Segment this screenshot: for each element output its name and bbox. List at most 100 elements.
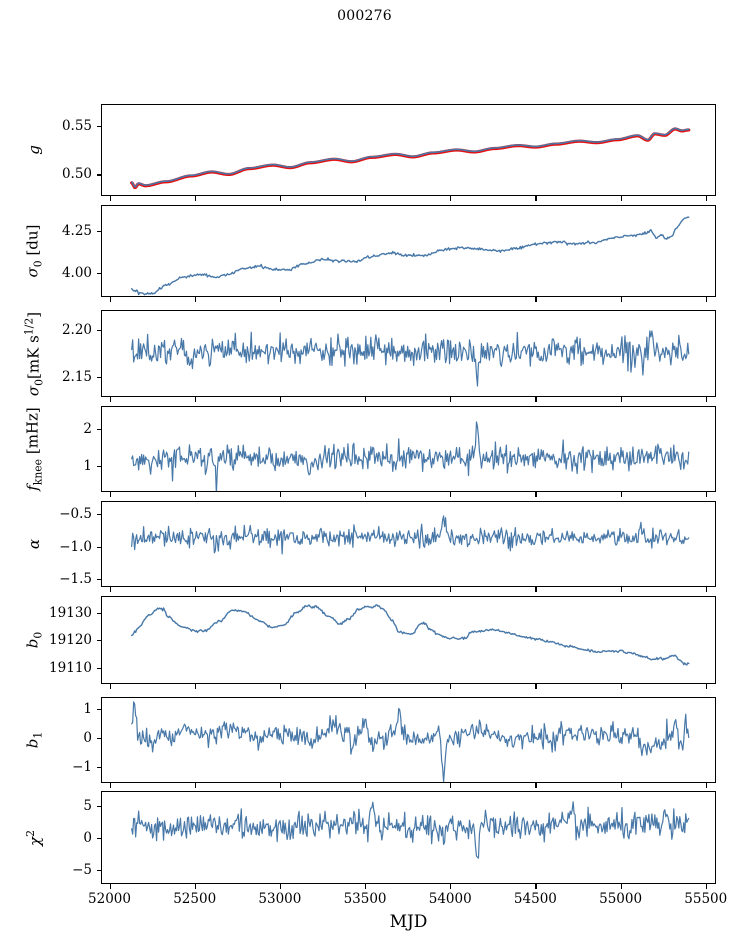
y-tick-mark [96, 579, 101, 581]
x-tick-mark [450, 684, 452, 689]
plot-area [130, 127, 691, 190]
x-tick-mark [620, 587, 622, 592]
y-tick-mark [96, 330, 101, 332]
x-tick-mark [194, 492, 196, 497]
x-tick-mark [620, 297, 622, 302]
series-chi-squared [131, 801, 690, 859]
panel-b1 [101, 697, 716, 783]
x-tick-mark [705, 684, 707, 689]
x-tick-label: 52000 [88, 891, 131, 907]
x-tick-mark [365, 587, 367, 592]
x-tick-mark [535, 297, 537, 302]
y-tick-label: 0.50 [61, 166, 92, 183]
y-tick-mark [96, 546, 101, 548]
y-axis-label-b0: b0 [23, 631, 45, 649]
x-tick-mark [365, 884, 367, 889]
y-tick-mark [96, 869, 101, 872]
x-tick-mark [279, 196, 281, 201]
y-tick-label: −1.0 [59, 538, 92, 555]
panel-alpha [101, 501, 716, 587]
y-tick-mark [96, 612, 101, 614]
panel-sigma0-du [101, 205, 716, 297]
plot-area [130, 604, 690, 666]
y-tick-label: 4.25 [61, 222, 92, 239]
x-tick-mark [279, 884, 281, 889]
panel-b0 [101, 596, 716, 684]
series-sigma0-mK [131, 330, 690, 387]
x-tick-mark [365, 397, 367, 402]
y-axis-label-alpha: α [25, 538, 43, 550]
x-tick-label: 55500 [684, 891, 728, 907]
y-tick-label: 19130 [49, 604, 92, 621]
x-tick-mark [535, 783, 537, 788]
x-tick-label: 55000 [599, 891, 643, 907]
series-b1 [131, 701, 690, 783]
y-tick-mark [96, 230, 101, 232]
x-tick-mark [279, 297, 281, 302]
x-tick-mark [450, 196, 452, 201]
x-tick-mark [620, 492, 622, 497]
plot-area [130, 216, 690, 296]
x-tick-mark [194, 196, 196, 201]
y-tick-label: −5 [72, 861, 92, 878]
x-tick-mark [194, 587, 196, 592]
x-tick-mark [365, 783, 367, 788]
x-tick-mark [365, 196, 367, 201]
y-tick-label: 19110 [49, 659, 92, 676]
y-tick-label: 0 [83, 730, 92, 747]
x-tick-mark [279, 492, 281, 497]
x-tick-mark [705, 884, 707, 889]
x-tick-mark [450, 492, 452, 497]
x-tick-mark [450, 297, 452, 302]
panel-chi-squared [101, 791, 716, 884]
x-tick-label: 53000 [258, 891, 302, 907]
x-tick-mark [535, 587, 537, 592]
x-tick-label: 54000 [428, 891, 472, 907]
y-axis-label-gain-fit: g [25, 145, 43, 155]
x-tick-mark [450, 884, 452, 889]
x-tick-mark [194, 783, 196, 788]
y-tick-label: 4.00 [61, 265, 92, 282]
x-tick-mark [705, 397, 707, 402]
series-f-knee [131, 421, 690, 492]
x-tick-mark [109, 297, 111, 302]
x-tick-mark [365, 492, 367, 497]
y-tick-label: −1.5 [59, 571, 92, 588]
y-tick-label: 0.55 [61, 117, 92, 134]
series-b0 [130, 604, 690, 666]
x-tick-mark [620, 783, 622, 788]
x-tick-mark [535, 196, 537, 201]
panel-sigma0-mK [101, 310, 716, 397]
y-axis-label-sigma0-mK: σ0[mK s1/2] [22, 311, 46, 396]
x-tick-mark [109, 397, 111, 402]
y-tick-mark [96, 667, 101, 669]
plot-area [131, 421, 690, 492]
y-tick-mark [96, 466, 101, 468]
x-tick-mark [365, 297, 367, 302]
x-tick-mark [620, 196, 622, 201]
y-tick-mark [96, 428, 101, 431]
x-tick-mark [194, 297, 196, 302]
x-tick-mark [109, 587, 111, 592]
x-tick-mark [109, 783, 111, 788]
plot-area [131, 801, 690, 859]
x-tick-mark [705, 587, 707, 592]
x-tick-mark [535, 684, 537, 689]
figure-title: 000276 [337, 8, 392, 24]
plot-area [131, 330, 690, 387]
x-tick-mark [450, 587, 452, 592]
x-tick-mark [109, 492, 111, 497]
x-tick-mark [705, 297, 707, 302]
x-tick-mark [194, 884, 196, 889]
y-tick-mark [96, 640, 101, 642]
x-tick-mark [450, 783, 452, 788]
y-axis-label-chi-squared: χ2 [24, 829, 44, 846]
y-tick-label: 5 [83, 798, 92, 815]
x-tick-mark [705, 196, 707, 201]
y-tick-mark [96, 174, 101, 176]
x-tick-mark [705, 492, 707, 497]
x-tick-mark [109, 684, 111, 689]
y-tick-mark [96, 273, 101, 275]
x-axis-label: MJD [389, 912, 428, 932]
x-tick-label: 54500 [513, 891, 557, 907]
